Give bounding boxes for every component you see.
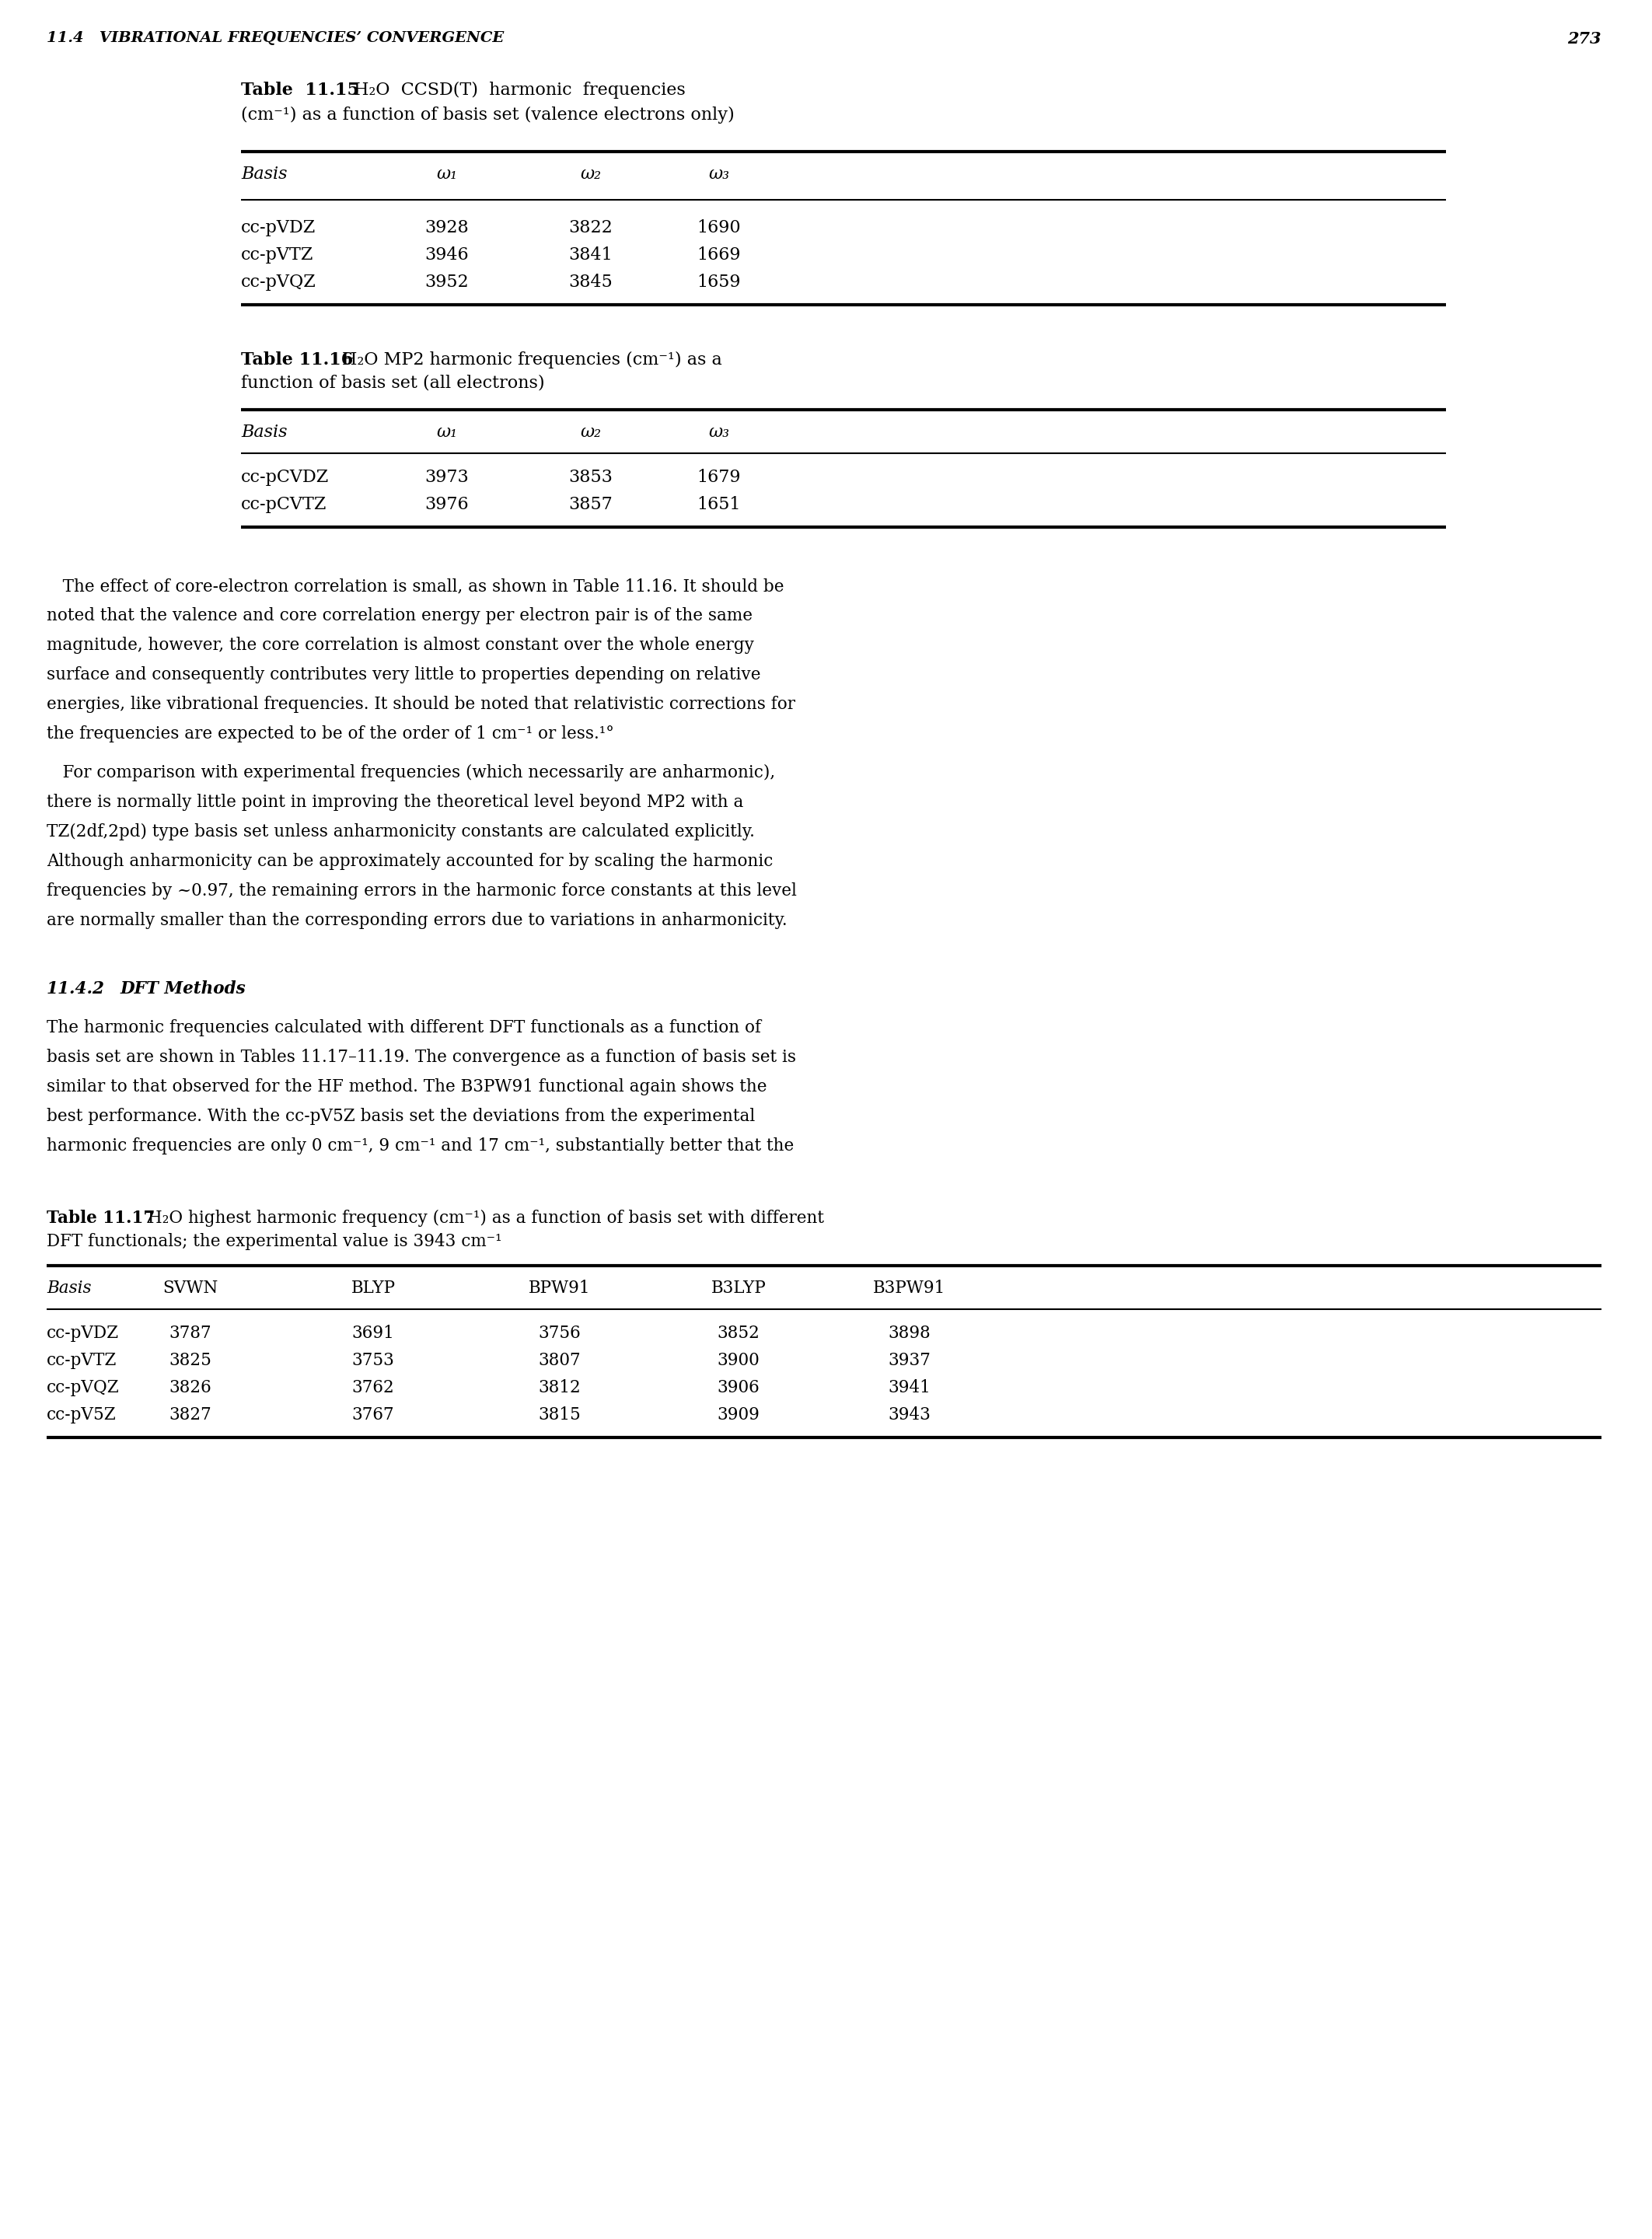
Text: 273: 273: [1568, 31, 1601, 47]
Text: surface and consequently contributes very little to properties depending on rela: surface and consequently contributes ver…: [46, 667, 760, 683]
Text: magnitude, however, the core correlation is almost constant over the whole energ: magnitude, however, the core correlation…: [46, 636, 753, 654]
Text: H₂O  CCSD(T)  harmonic  frequencies: H₂O CCSD(T) harmonic frequencies: [354, 81, 686, 99]
Text: The effect of core-electron correlation is small, as shown in Table 11.16. It sh: The effect of core-electron correlation …: [46, 578, 785, 596]
Text: noted that the valence and core correlation energy per electron pair is of the s: noted that the valence and core correlat…: [46, 607, 753, 625]
Text: cc-pCVDZ: cc-pCVDZ: [241, 468, 329, 486]
Text: 3841: 3841: [568, 246, 613, 264]
Text: SVWN: SVWN: [162, 1281, 218, 1296]
Text: B3LYP: B3LYP: [710, 1281, 767, 1296]
Text: DFT functionals; the experimental value is 3943 cm⁻¹: DFT functionals; the experimental value …: [46, 1234, 502, 1249]
Text: energies, like vibrational frequencies. It should be noted that relativistic cor: energies, like vibrational frequencies. …: [46, 696, 795, 712]
Text: Although anharmonicity can be approximately accounted for by scaling the harmoni: Although anharmonicity can be approximat…: [46, 853, 773, 871]
Text: cc-pVTZ: cc-pVTZ: [46, 1352, 117, 1368]
Text: 3767: 3767: [352, 1406, 395, 1424]
Text: ω₂: ω₂: [580, 423, 601, 441]
Text: Basis: Basis: [46, 1281, 91, 1296]
Text: 3928: 3928: [425, 219, 469, 237]
Text: Table 11.17: Table 11.17: [46, 1209, 155, 1227]
Text: For comparison with experimental frequencies (which necessarily are anharmonic),: For comparison with experimental frequen…: [46, 763, 775, 781]
Text: 3826: 3826: [169, 1379, 211, 1397]
Text: The harmonic frequencies calculated with different DFT functionals as a function: The harmonic frequencies calculated with…: [46, 1019, 762, 1037]
Text: cc-pVQZ: cc-pVQZ: [46, 1379, 119, 1397]
Text: 3845: 3845: [568, 273, 613, 291]
Text: cc-pVQZ: cc-pVQZ: [241, 273, 316, 291]
Text: 3852: 3852: [717, 1325, 760, 1341]
Text: (cm⁻¹) as a function of basis set (valence electrons only): (cm⁻¹) as a function of basis set (valen…: [241, 107, 735, 123]
Text: ω₃: ω₃: [709, 423, 730, 441]
Text: Table  11.15: Table 11.15: [241, 81, 358, 99]
Text: 3787: 3787: [169, 1325, 211, 1341]
Text: 3973: 3973: [425, 468, 469, 486]
Text: 3815: 3815: [539, 1406, 582, 1424]
Text: H₂O highest harmonic frequency (cm⁻¹) as a function of basis set with different: H₂O highest harmonic frequency (cm⁻¹) as…: [147, 1209, 824, 1227]
Text: 3756: 3756: [539, 1325, 582, 1341]
Text: Basis: Basis: [241, 423, 287, 441]
Text: ω₁: ω₁: [436, 166, 458, 184]
Text: 1651: 1651: [697, 497, 742, 513]
Text: 3827: 3827: [169, 1406, 211, 1424]
Text: 1690: 1690: [697, 219, 742, 237]
Text: there is normally little point in improving the theoretical level beyond MP2 wit: there is normally little point in improv…: [46, 795, 743, 811]
Text: Basis: Basis: [241, 166, 287, 184]
Text: 3822: 3822: [568, 219, 613, 237]
Text: function of basis set (all electrons): function of basis set (all electrons): [241, 374, 545, 392]
Text: 3762: 3762: [352, 1379, 395, 1397]
Text: 3976: 3976: [425, 497, 469, 513]
Text: 3941: 3941: [889, 1379, 930, 1397]
Text: the frequencies are expected to be of the order of 1 cm⁻¹ or less.¹°: the frequencies are expected to be of th…: [46, 725, 615, 743]
Text: 11.4.2: 11.4.2: [46, 981, 106, 996]
Text: ω₁: ω₁: [436, 423, 458, 441]
Text: Table 11.16: Table 11.16: [241, 352, 354, 369]
Text: 3812: 3812: [539, 1379, 582, 1397]
Text: 3943: 3943: [889, 1406, 932, 1424]
Text: 3900: 3900: [717, 1352, 760, 1368]
Text: 3946: 3946: [425, 246, 469, 264]
Text: cc-pVDZ: cc-pVDZ: [241, 219, 316, 237]
Text: 3807: 3807: [539, 1352, 582, 1368]
Text: cc-pVTZ: cc-pVTZ: [241, 246, 314, 264]
Text: BPW91: BPW91: [529, 1281, 591, 1296]
Text: B3PW91: B3PW91: [874, 1281, 947, 1296]
Text: 3937: 3937: [889, 1352, 932, 1368]
Text: 3825: 3825: [169, 1352, 211, 1368]
Text: cc-pCVTZ: cc-pCVTZ: [241, 497, 327, 513]
Text: ω₂: ω₂: [580, 166, 601, 184]
Text: 1669: 1669: [697, 246, 742, 264]
Text: 1679: 1679: [697, 468, 742, 486]
Text: 3952: 3952: [425, 273, 469, 291]
Text: frequencies by ~0.97, the remaining errors in the harmonic force constants at th: frequencies by ~0.97, the remaining erro…: [46, 882, 796, 900]
Text: ω₃: ω₃: [709, 166, 730, 184]
Text: basis set are shown in Tables 11.17–11.19. The convergence as a function of basi: basis set are shown in Tables 11.17–11.1…: [46, 1048, 796, 1066]
Text: 3909: 3909: [717, 1406, 760, 1424]
Text: similar to that observed for the HF method. The B3PW91 functional again shows th: similar to that observed for the HF meth…: [46, 1079, 767, 1095]
Text: 3898: 3898: [889, 1325, 930, 1341]
Text: 3853: 3853: [568, 468, 613, 486]
Text: DFT Methods: DFT Methods: [121, 981, 246, 996]
Text: 3857: 3857: [568, 497, 613, 513]
Text: best performance. With the cc-pV5Z basis set the deviations from the experimenta: best performance. With the cc-pV5Z basis…: [46, 1108, 755, 1124]
Text: 3691: 3691: [352, 1325, 395, 1341]
Text: 11.4   VIBRATIONAL FREQUENCIES’ CONVERGENCE: 11.4 VIBRATIONAL FREQUENCIES’ CONVERGENC…: [46, 31, 504, 45]
Text: are normally smaller than the corresponding errors due to variations in anharmon: are normally smaller than the correspond…: [46, 911, 788, 929]
Text: harmonic frequencies are only 0 cm⁻¹, 9 cm⁻¹ and 17 cm⁻¹, substantially better t: harmonic frequencies are only 0 cm⁻¹, 9 …: [46, 1137, 795, 1155]
Text: 3753: 3753: [352, 1352, 395, 1368]
Text: H₂O MP2 harmonic frequencies (cm⁻¹) as a: H₂O MP2 harmonic frequencies (cm⁻¹) as a: [342, 352, 722, 369]
Text: cc-pV5Z: cc-pV5Z: [46, 1406, 116, 1424]
Text: 1659: 1659: [697, 273, 742, 291]
Text: BLYP: BLYP: [350, 1281, 395, 1296]
Text: 3906: 3906: [717, 1379, 760, 1397]
Text: cc-pVDZ: cc-pVDZ: [46, 1325, 119, 1341]
Text: TZ(2df,2pd) type basis set unless anharmonicity constants are calculated explici: TZ(2df,2pd) type basis set unless anharm…: [46, 824, 755, 840]
